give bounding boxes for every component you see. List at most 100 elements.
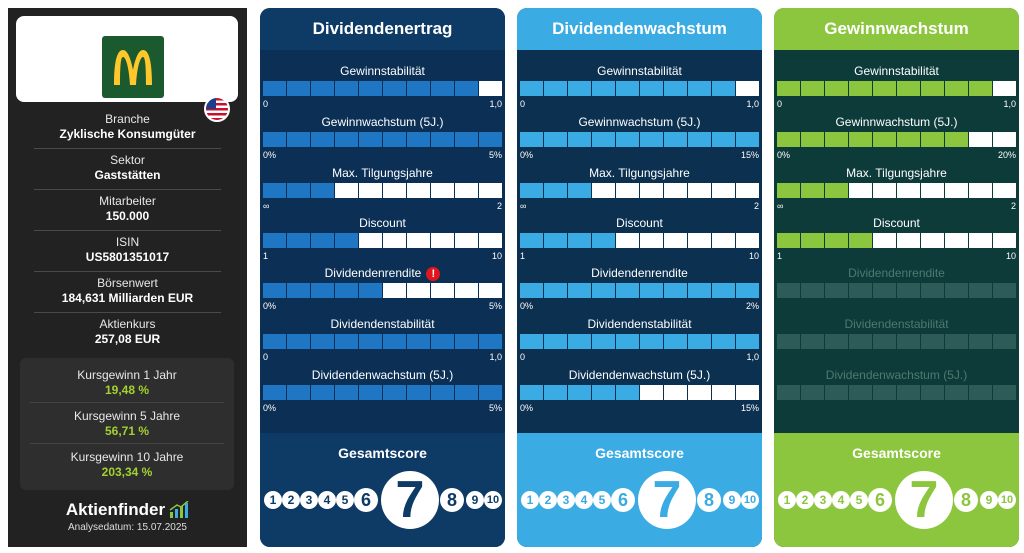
bar-segment [640, 385, 663, 400]
metric-row[interactable]: Dividendenrendite 0% 2% [517, 266, 762, 317]
bar-segment [873, 183, 896, 198]
metric-row[interactable]: Gewinnstabilität 0 1,0 [517, 64, 762, 115]
metric-row[interactable]: Gewinnwachstum (5J.) 0% 15% [517, 115, 762, 166]
score-circle-9: 9 [723, 491, 741, 509]
metric-bar [520, 283, 759, 298]
bar-segment [568, 132, 591, 147]
bar-segment [311, 283, 334, 298]
bar-segment [383, 183, 406, 198]
aktienfinder-brand[interactable]: Aktienfinder Analysedatum: 15.07.2025 [8, 500, 247, 533]
mitarbeiter-label: Mitarbeiter [99, 194, 156, 208]
warning-icon[interactable]: ! [426, 266, 441, 281]
bar-segment [993, 334, 1016, 349]
bar-segment [664, 385, 687, 400]
company-logo-card [16, 16, 238, 122]
metric-row[interactable]: Gewinnwachstum (5J.) 0% 5% [260, 115, 505, 166]
price-gains-box: Kursgewinn 1 Jahr 19,48 % Kursgewinn 5 J… [20, 358, 234, 490]
metric-row[interactable]: Discount 1 10 [774, 216, 1019, 267]
bar-segment [969, 81, 992, 96]
mitarbeiter-value: 150.000 [105, 209, 150, 223]
bar-segment [287, 183, 310, 198]
bar-segment [777, 334, 800, 349]
metric-min: 1 [263, 251, 269, 261]
score-circle-8: 8 [954, 488, 978, 512]
bar-segment [287, 283, 310, 298]
bar-segment [664, 283, 687, 298]
metric-row[interactable]: Dividendenwachstum (5J.) [774, 368, 1019, 419]
metric-row[interactable]: Dividendenstabilität 0 1,0 [517, 317, 762, 368]
gain-value: 19,48 % [104, 383, 150, 397]
boersenwert-value: 184,631 Milliarden EUR [61, 291, 194, 305]
bar-segment [921, 132, 944, 147]
metric-row[interactable]: Dividendenrendite [774, 266, 1019, 317]
metric-min: 0% [520, 403, 534, 413]
metric-row[interactable]: Discount 1 10 [260, 216, 505, 267]
total-score: Gesamtscore 1 2 3 4 5 6 7 8 9 10 [517, 433, 762, 547]
bar-segment [825, 334, 848, 349]
bar-segment [712, 132, 735, 147]
score-scale: 1 2 3 4 5 6 7 8 9 10 [774, 471, 1019, 545]
bar-segment [568, 81, 591, 96]
bar-segment [736, 334, 759, 349]
panel-title: Gewinnwachstum [774, 8, 1019, 50]
bar-segment [287, 233, 310, 248]
metric-row[interactable]: Max. Tilgungsjahre ∞ 2 [517, 166, 762, 217]
divider [34, 189, 221, 190]
sektor-info: Sektor Gaststätten [26, 153, 229, 183]
metric-bar [520, 132, 759, 147]
bar-segment [777, 132, 800, 147]
metric-row[interactable]: Dividendenstabilität [774, 317, 1019, 368]
divider [34, 312, 221, 313]
isin-label: ISIN [115, 235, 140, 249]
metric-row[interactable]: Discount 1 10 [517, 216, 762, 267]
bar-segment [383, 283, 406, 298]
metric-row[interactable]: Dividendenwachstum (5J.) 0% 15% [517, 368, 762, 419]
bar-segment [736, 183, 759, 198]
bar-segment [263, 283, 286, 298]
bar-segment [993, 183, 1016, 198]
bar-segment [945, 283, 968, 298]
bar-segment [431, 183, 454, 198]
aktienkurs-label: Aktienkurs [99, 317, 156, 331]
bar-segment [592, 183, 615, 198]
metric-bar [777, 132, 1016, 147]
metric-row[interactable]: Max. Tilgungsjahre ∞ 2 [774, 166, 1019, 217]
bar-segment [311, 233, 334, 248]
metric-row[interactable]: Dividendenwachstum (5J.) 0% 5% [260, 368, 505, 419]
bar-segment [736, 233, 759, 248]
metric-row[interactable]: Max. Tilgungsjahre ∞ 2 [260, 166, 505, 217]
bar-segment [969, 132, 992, 147]
brand-name: Aktienfinder [65, 500, 166, 519]
metric-bar [263, 132, 502, 147]
bar-segment [287, 81, 310, 96]
bar-segment [873, 132, 896, 147]
metric-row[interactable]: Dividendenrendite ! 0% 5% [260, 266, 505, 317]
bar-segment [640, 233, 663, 248]
bar-segment [592, 334, 615, 349]
bar-segment [897, 132, 920, 147]
metric-min: ∞ [777, 201, 784, 211]
bar-segment [455, 132, 478, 147]
bar-segment [592, 132, 615, 147]
gain-1-year: Kursgewinn 1 Jahr 19,48 % [20, 368, 234, 398]
score-circle-4: 4 [318, 491, 336, 509]
metric-row[interactable]: Dividendenstabilität 0 1,0 [260, 317, 505, 368]
metric-label: Dividendenrendite [324, 266, 422, 280]
metric-max: 10 [748, 251, 759, 261]
metric-row[interactable]: Gewinnwachstum (5J.) 0% 20% [774, 115, 1019, 166]
bar-segment [873, 283, 896, 298]
score-circle-3: 3 [814, 491, 832, 509]
bar-segment [479, 233, 502, 248]
metric-min: 1 [777, 251, 783, 261]
bar-segment [688, 233, 711, 248]
metric-bar [777, 385, 1016, 400]
bar-segment [664, 132, 687, 147]
metric-row[interactable]: Gewinnstabilität 0 1,0 [774, 64, 1019, 115]
metric-label: Dividendenwachstum (5J.) [568, 368, 711, 382]
bar-segment [592, 81, 615, 96]
metric-max: 10 [1005, 251, 1016, 261]
bar-segment [921, 81, 944, 96]
bar-segment [664, 183, 687, 198]
bar-segment [801, 81, 824, 96]
metric-row[interactable]: Gewinnstabilität 0 1,0 [260, 64, 505, 115]
